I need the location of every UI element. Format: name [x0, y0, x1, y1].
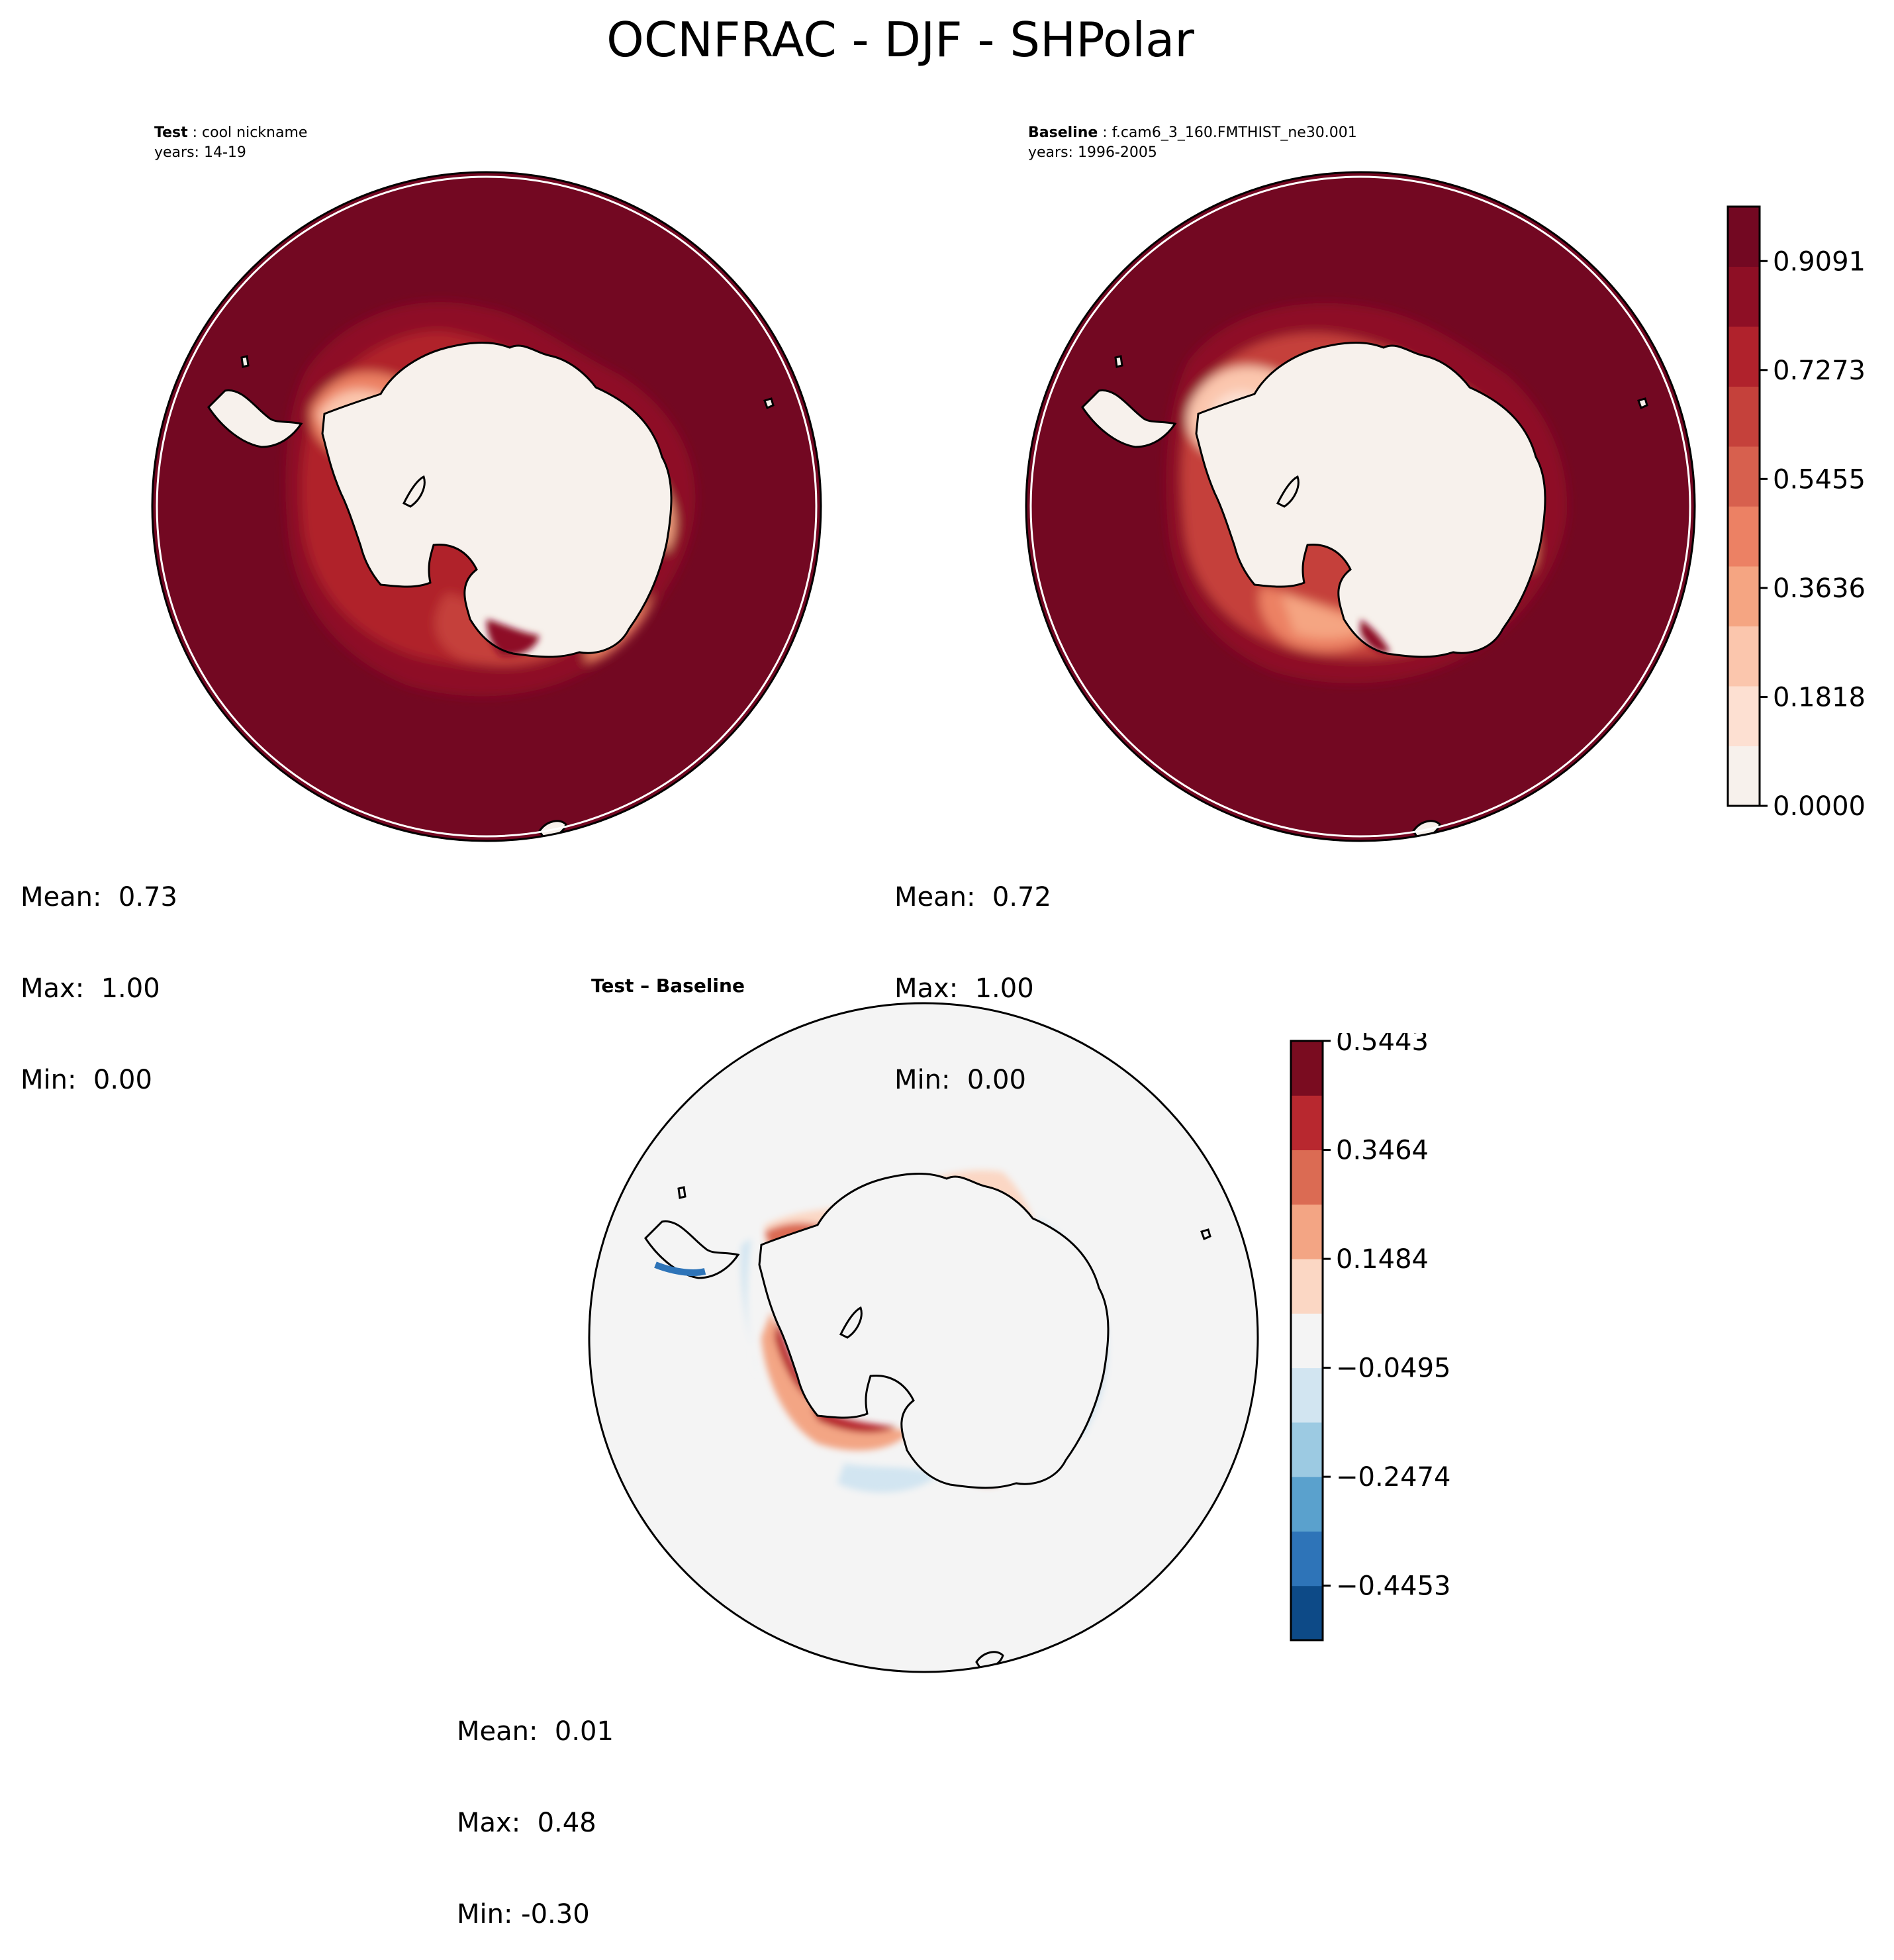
maps-canvas [151, 171, 1696, 1673]
diff-mean: Mean: 0.01 [457, 1716, 614, 1747]
diff-colorbar-tick-label: 0.3464 [1336, 1136, 1429, 1166]
baseline-panel-header: Baseline : f.cam6_3_160.FMTHIST_ne30.001… [1028, 123, 1357, 163]
main-colorbar-band [1728, 626, 1760, 687]
diff-stats: Mean: 0.01 Max: 0.48 Min: -0.30 [457, 1655, 614, 1960]
diff-colorbar-band [1291, 1095, 1323, 1151]
diff-panel-title: Test – Baseline [591, 975, 745, 997]
baseline-mean: Mean: 0.72 [894, 882, 1051, 912]
diff-colorbar-border [1290, 1040, 1324, 1642]
diff-colorbar-tick-label: −0.0495 [1336, 1353, 1450, 1384]
figure-title: OCNFRAC - DJF - SHPolar [606, 12, 1194, 68]
diff-colorbar-band [1291, 1477, 1323, 1532]
diff-colorbar-band [1291, 1313, 1323, 1369]
main-colorbar-tick-label: 0.7273 [1773, 356, 1866, 386]
diff-colorbar: 0.5443 0.3464 0.1484 −0.0495 −0.2474 −0.4453 [1290, 1033, 1450, 1642]
test-min: Min: 0.00 [21, 1065, 152, 1095]
test-label: Test [154, 124, 188, 141]
main-colorbar-band [1728, 446, 1760, 507]
diff-max: Max: 0.48 [457, 1808, 596, 1838]
diff-colorbar-band [1291, 1204, 1323, 1259]
main-colorbar-band [1728, 386, 1760, 447]
main-colorbar-band [1728, 266, 1760, 327]
diff-colorbar-band [1291, 1422, 1323, 1477]
baseline-max: Max: 1.00 [894, 973, 1034, 1004]
baseline-map [1025, 171, 1696, 842]
baseline-label: Baseline [1028, 124, 1098, 141]
main-colorbar-band [1728, 686, 1760, 746]
baseline-name: f.cam6_3_160.FMTHIST_ne30.001 [1112, 124, 1357, 141]
test-name: cool nickname [202, 124, 308, 141]
diff-colorbar-tick-label: 0.1484 [1336, 1244, 1429, 1275]
diff-colorbar-band [1291, 1585, 1323, 1641]
main-colorbar-band [1728, 326, 1760, 387]
main-colorbar-tick-label: 0.5455 [1773, 464, 1866, 495]
diff-colorbar-band [1291, 1150, 1323, 1205]
test-panel-header: Test : cool nickname years: 14-19 [154, 123, 307, 163]
main-colorbar-band [1728, 506, 1760, 567]
diff-min: Min: -0.30 [457, 1899, 590, 1930]
main-colorbar-band [1728, 566, 1760, 626]
baseline-years: years: 1996-2005 [1028, 144, 1157, 161]
baseline-min: Min: 0.00 [894, 1065, 1026, 1095]
diff-colorbar-tick-label: −0.4453 [1336, 1571, 1450, 1602]
test-max: Max: 1.00 [21, 973, 160, 1004]
test-map [151, 171, 822, 842]
main-colorbar-tick-label: 0.3636 [1773, 573, 1866, 604]
main-colorbar-tick-label: 0.9091 [1773, 246, 1866, 277]
main-colorbar-tick-label: 0.1818 [1773, 682, 1866, 712]
diff-colorbar-band [1291, 1367, 1323, 1423]
diff-colorbar-tick-label: −0.2474 [1336, 1462, 1450, 1493]
diff-colorbar-tick-label: 0.5443 [1336, 1033, 1429, 1057]
main-colorbar-tick-label: 0.0000 [1773, 791, 1866, 821]
test-years: years: 14-19 [154, 144, 246, 161]
baseline-stats: Mean: 0.72 Max: 1.00 Min: 0.00 [894, 821, 1051, 1126]
main-colorbar-border [1727, 205, 1761, 807]
main-colorbar-band [1728, 207, 1760, 267]
diff-colorbar-band [1291, 1041, 1323, 1096]
diff-colorbar-band [1291, 1259, 1323, 1314]
main-colorbar-band [1728, 746, 1760, 807]
diff-colorbar-band [1291, 1531, 1323, 1587]
test-mean: Mean: 0.73 [21, 882, 177, 912]
test-stats: Mean: 0.73 Max: 1.00 Min: 0.00 [21, 821, 177, 1126]
diff-map [588, 1002, 1259, 1673]
main-colorbar: 0.9091 0.7273 0.5455 0.3636 0.1818 0.0000 [1727, 205, 1866, 821]
